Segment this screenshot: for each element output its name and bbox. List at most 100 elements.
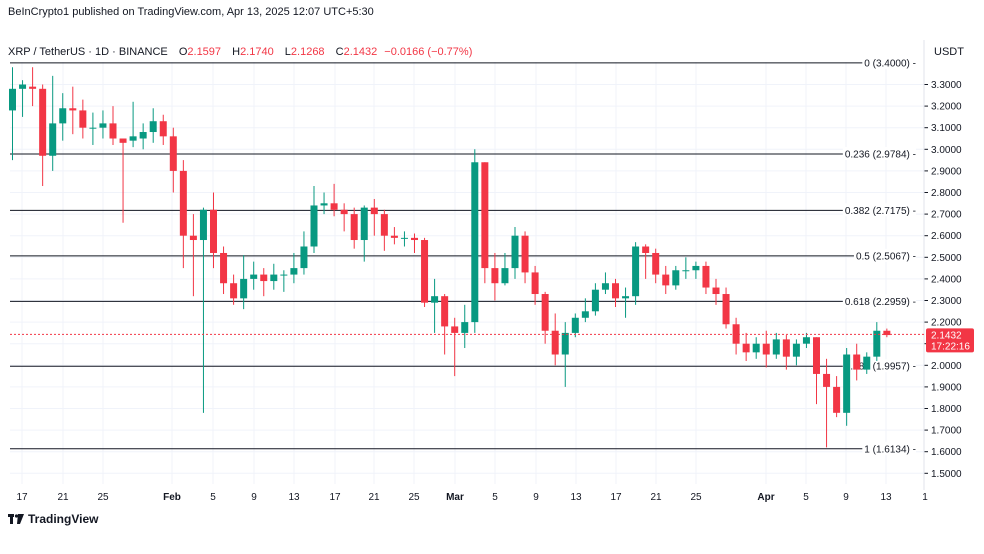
candle-body (461, 322, 469, 333)
x-tick-label: 9 (251, 492, 257, 503)
fib-level-label: 0.618 (2.2959) - (845, 297, 916, 308)
fib-level-label: 0.236 (2.9784) - (845, 149, 916, 160)
candle-body (29, 86, 37, 89)
high-label: H (232, 46, 241, 58)
grid (10, 62, 924, 484)
price-tag-countdown: 17:22:16 (931, 341, 970, 352)
candle-body (802, 337, 810, 344)
symbol-label[interactable]: XRP / TetherUS · 1D · BINANCE (8, 46, 168, 58)
x-tick-label: 9 (843, 492, 849, 503)
candle-body (792, 343, 800, 357)
close-value: 2.1432 (343, 46, 378, 58)
y-tick-label: 2.3000 (931, 296, 962, 307)
candle-body (250, 274, 258, 279)
candle-body (350, 214, 358, 241)
fib-level-label: 1 (1.6134) - (864, 444, 916, 455)
x-tick-label: 13 (288, 492, 300, 503)
x-tick-label: 21 (368, 492, 380, 503)
candle-body (230, 283, 238, 299)
candle-body (9, 88, 16, 111)
candle-body (742, 343, 750, 353)
y-tick-label: 2.5000 (931, 253, 962, 264)
candle-body (672, 270, 680, 286)
candle-body (441, 296, 449, 327)
price-tag-value: 2.1432 (931, 330, 962, 341)
fib-level-label-bg (842, 146, 916, 160)
candle-body (632, 246, 640, 297)
candle-body (642, 246, 650, 253)
fib-level-label: 0.5 (2.5067) - (856, 251, 916, 262)
candle-body (109, 123, 117, 139)
x-tick-label: Feb (163, 492, 181, 503)
candle-body (511, 235, 519, 269)
candle-body (280, 274, 288, 276)
candle-body (481, 162, 489, 269)
candle-body (652, 252, 660, 275)
x-tick-label: 17 (610, 492, 622, 503)
change-value: −0.0166 (−0.77%) (384, 46, 473, 58)
candle-body (612, 283, 619, 299)
fib-level-label-bg (842, 203, 916, 217)
symbol-legend: XRP / TetherUS · 1D · BINANCE O2.1597 H2… (8, 46, 472, 58)
y-tick-label: 2.9000 (931, 166, 962, 177)
x-tick-label: 1 (922, 492, 928, 503)
candle-body (662, 274, 670, 286)
fib-level-label: 0 (3.4000) - (864, 58, 916, 69)
x-tick-label: 13 (880, 492, 892, 503)
candle-body (260, 274, 268, 282)
fib-level-label-bg (862, 441, 916, 455)
close-label: C (335, 46, 344, 58)
candle-body (813, 337, 820, 374)
candle-body (823, 373, 831, 387)
candle-body (682, 270, 690, 272)
candle-body (19, 84, 27, 89)
y-tick-label: 3.1000 (931, 123, 962, 134)
candle-body (119, 138, 127, 143)
price-axis[interactable]: 3.3000 3.2000 3.1000 3.0000 2.9000 2.8000 2.70… (923, 40, 962, 490)
time-axis[interactable]: 17 21 25 Feb 5 9 13 17 21 25 Mar 5 9 13 17 21 25 Apr 5 9 13 1 (16, 492, 928, 503)
currency-label[interactable]: USDT (934, 46, 964, 58)
candle-body (853, 354, 861, 370)
candle-body (571, 317, 579, 333)
candle-body (400, 237, 408, 239)
candle-body (49, 123, 57, 156)
candle-body (702, 265, 710, 288)
y-tick-label: 3.0000 (931, 145, 962, 156)
candle-body (531, 272, 539, 295)
open-label: O (178, 46, 188, 58)
candle-body (370, 207, 378, 215)
tradingview-logo[interactable]: TradingView (8, 512, 98, 526)
candle-body (752, 343, 760, 353)
candle-body (622, 296, 630, 299)
y-tick-label: 2.2000 (931, 318, 962, 329)
publisher-caption: BeInCrypto1 published on TradingView.com… (8, 6, 374, 18)
candle-body (99, 123, 107, 128)
candle-body (59, 108, 67, 124)
candle-body (732, 324, 740, 344)
fib-retracement[interactable]: 0 (3.4000) - 0.236 (2.9784) - 0.382 (2.717… (10, 55, 916, 455)
y-tick-label: 2.6000 (931, 231, 962, 242)
candle-body (762, 343, 770, 355)
candle-body (159, 121, 167, 137)
candle-body (129, 136, 137, 141)
x-tick-label: 9 (533, 492, 539, 503)
y-tick-label: 1.8000 (931, 404, 962, 415)
x-tick-label: 17 (16, 492, 28, 503)
high-value: 2.1740 (240, 46, 274, 58)
candle-body (601, 283, 609, 290)
candle-body (79, 110, 87, 128)
fib-level-label-bg (862, 55, 916, 69)
candle-body (89, 127, 97, 129)
candle-body (390, 235, 398, 238)
fib-level-label: 0.382 (2.7175) - (845, 206, 916, 217)
candle-body (300, 246, 308, 269)
tradingview-brand: TradingView (28, 512, 99, 526)
candle-body (521, 235, 529, 273)
y-tick-label: 2.0000 (931, 361, 962, 372)
x-tick-label: 21 (650, 492, 662, 503)
candle-body (360, 207, 368, 241)
candle-body (340, 209, 348, 215)
y-tick-label: 2.4000 (931, 274, 962, 285)
y-tick-label: 1.7000 (931, 426, 962, 437)
